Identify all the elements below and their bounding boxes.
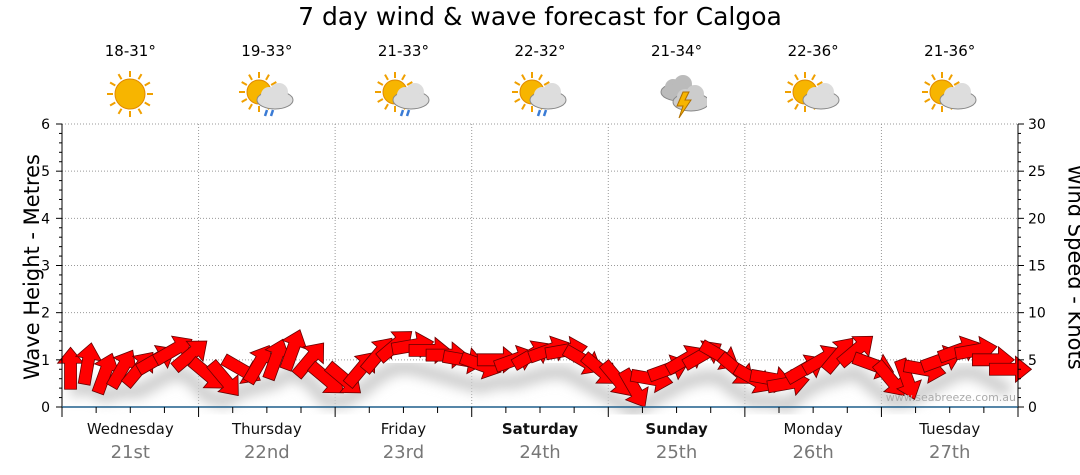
wind-arrow	[989, 355, 1033, 384]
weather-sun-cloud-rain-icon	[512, 72, 567, 117]
date-label: 23rd	[382, 442, 425, 463]
weather-sunny-icon	[107, 71, 154, 117]
weather-sun-cloud-icon	[921, 72, 977, 112]
right-tick-label: 5	[1028, 353, 1037, 369]
day-label: Sunday	[645, 420, 708, 438]
wind-arrow	[836, 335, 874, 369]
right-tick-label: 10	[1028, 306, 1046, 322]
left-tick-label: 1	[41, 353, 50, 369]
right-tick-label: 30	[1028, 117, 1046, 133]
wind-arrow	[894, 357, 922, 400]
weather-sun-cloud-rain-icon	[375, 72, 430, 117]
day-label: Wednesday	[86, 420, 174, 438]
temp-range: 21-34°	[651, 42, 703, 60]
temp-range: 21-36°	[924, 42, 976, 60]
day-label: Monday	[783, 420, 843, 438]
wind-arrow	[170, 340, 208, 374]
date-label: 26th	[792, 442, 834, 463]
temp-range: 21-33°	[377, 42, 429, 60]
left-tick-label: 6	[41, 117, 50, 133]
date-label: 21st	[110, 442, 150, 463]
wind-arrow	[618, 367, 649, 408]
wind-arrow	[206, 358, 239, 397]
watermark: www.seabreeze.com.au	[886, 391, 1016, 404]
weather-thunderstorm-icon	[660, 75, 707, 119]
temp-range: 18-31°	[104, 42, 156, 60]
weather-sun-cloud-rain-icon	[238, 72, 294, 117]
left-tick-label: 0	[41, 400, 50, 416]
right-tick-label: 20	[1028, 211, 1046, 227]
left-tick-label: 3	[41, 259, 50, 275]
date-label: 25th	[655, 442, 698, 463]
temp-range: 19-33°	[241, 42, 293, 60]
wind-arrow	[291, 342, 325, 380]
right-tick-label: 25	[1028, 164, 1046, 180]
date-label: 24th	[519, 442, 561, 463]
day-label: Saturday	[501, 420, 579, 438]
left-tick-label: 5	[41, 164, 50, 180]
temp-range: 22-36°	[787, 42, 839, 60]
arrow-shadow	[68, 360, 1013, 419]
date-label: 22nd	[243, 442, 290, 463]
left-tick-label: 4	[41, 211, 50, 227]
left-tick-label: 2	[41, 306, 50, 322]
day-label: Tuesday	[919, 420, 981, 438]
temp-range: 22-32°	[514, 42, 566, 60]
day-label: Thursday	[231, 420, 302, 438]
weather-sun-cloud-icon	[785, 72, 840, 112]
day-label: Friday	[380, 420, 427, 438]
right-tick-label: 15	[1028, 259, 1046, 275]
date-label: 27th	[929, 442, 971, 463]
right-tick-label: 0	[1028, 400, 1037, 416]
chart-title: 7 day wind & wave forecast for Calgoa	[298, 2, 782, 31]
